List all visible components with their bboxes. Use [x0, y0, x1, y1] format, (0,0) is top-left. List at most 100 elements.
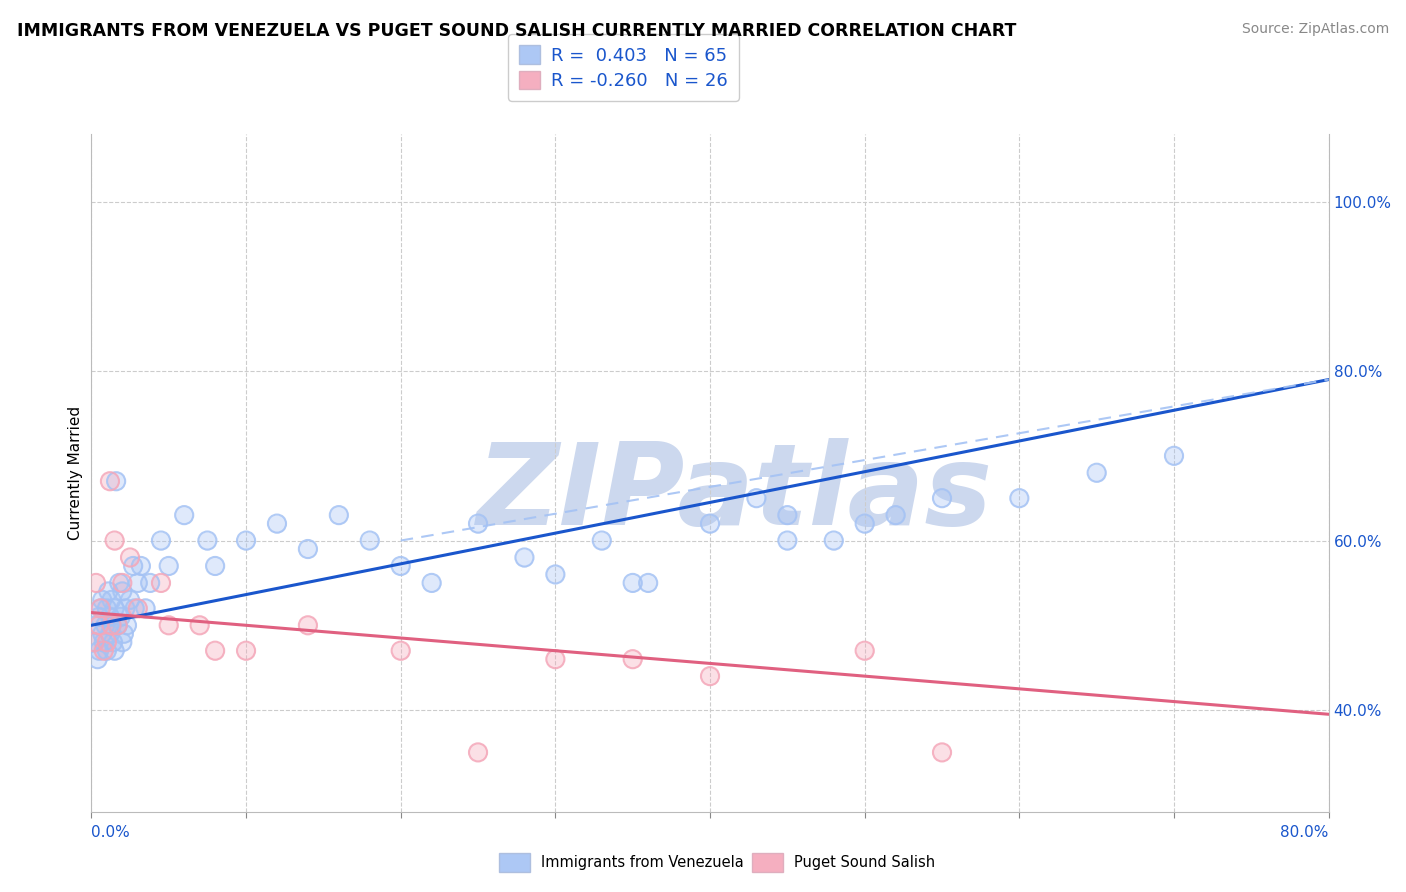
Point [94, 618, 117, 632]
Point [110, 610, 132, 624]
Point [127, 576, 149, 591]
Point [122, 558, 145, 574]
Point [96, 635, 118, 649]
Point [129, 558, 152, 574]
Point [91, 626, 114, 640]
Text: 0.0%: 0.0% [91, 825, 131, 840]
Point [104, 533, 127, 548]
Point [87, 644, 111, 658]
Point [699, 669, 721, 683]
Point [853, 516, 876, 531]
Point [84, 618, 107, 632]
Point [96, 644, 118, 658]
Point [90, 601, 112, 615]
Point [96, 601, 118, 615]
Point [776, 533, 799, 548]
Point [111, 576, 134, 591]
Point [108, 576, 131, 591]
Point [100, 618, 122, 632]
Point [420, 576, 443, 591]
Point [544, 567, 567, 582]
Point [853, 644, 876, 658]
Point [1163, 449, 1185, 463]
Point [97, 584, 120, 599]
Point [98, 626, 121, 640]
Text: ZIPatlas: ZIPatlas [477, 438, 993, 549]
Point [104, 601, 127, 615]
Point [111, 635, 134, 649]
Text: Immigrants from Venezuela: Immigrants from Venezuela [541, 855, 744, 870]
Point [127, 601, 149, 615]
Point [87, 644, 111, 658]
Point [107, 618, 129, 632]
Point [104, 644, 127, 658]
Point [621, 652, 644, 666]
Point [931, 746, 953, 760]
Point [931, 491, 953, 505]
Point [150, 576, 173, 591]
Point [235, 533, 257, 548]
Point [195, 533, 219, 548]
Point [297, 618, 319, 632]
Point [93, 635, 115, 649]
Point [157, 558, 180, 574]
Point [389, 558, 412, 574]
Point [100, 618, 122, 632]
Point [188, 618, 211, 632]
Point [513, 550, 536, 565]
Point [84, 618, 107, 632]
Point [884, 508, 907, 523]
Point [745, 491, 768, 505]
Point [111, 635, 134, 649]
Point [98, 610, 121, 624]
Point [127, 601, 149, 615]
Point [467, 516, 489, 531]
Point [1085, 466, 1108, 480]
Point [173, 508, 195, 523]
Point [297, 618, 319, 632]
Point [173, 508, 195, 523]
Point [135, 601, 157, 615]
Point [104, 601, 127, 615]
Point [235, 644, 257, 658]
Point [195, 533, 219, 548]
Point [544, 652, 567, 666]
Point [93, 635, 115, 649]
Point [853, 516, 876, 531]
Point [853, 644, 876, 658]
Point [204, 558, 226, 574]
Point [87, 610, 111, 624]
Y-axis label: Currently Married: Currently Married [67, 406, 83, 540]
Point [98, 475, 121, 489]
Text: IMMIGRANTS FROM VENEZUELA VS PUGET SOUND SALISH CURRENTLY MARRIED CORRELATION CH: IMMIGRANTS FROM VENEZUELA VS PUGET SOUND… [17, 22, 1017, 40]
Point [111, 584, 134, 599]
Point [157, 618, 180, 632]
Point [90, 601, 112, 615]
Text: Puget Sound Salish: Puget Sound Salish [794, 855, 935, 870]
Point [591, 533, 613, 548]
Point [389, 558, 412, 574]
Point [328, 508, 350, 523]
Point [98, 626, 121, 640]
Point [122, 558, 145, 574]
Point [823, 533, 845, 548]
Point [124, 601, 146, 615]
Text: Source: ZipAtlas.com: Source: ZipAtlas.com [1241, 22, 1389, 37]
Point [90, 601, 112, 615]
Point [105, 475, 128, 489]
Point [87, 618, 111, 632]
Point [87, 610, 111, 624]
Point [699, 669, 721, 683]
Point [591, 533, 613, 548]
Point [100, 618, 122, 632]
Point [637, 576, 659, 591]
Point [91, 592, 114, 607]
Point [97, 584, 120, 599]
Point [114, 601, 136, 615]
Point [359, 533, 381, 548]
Point [83, 635, 105, 649]
Point [188, 618, 211, 632]
Point [150, 533, 173, 548]
Point [204, 644, 226, 658]
Point [139, 576, 162, 591]
